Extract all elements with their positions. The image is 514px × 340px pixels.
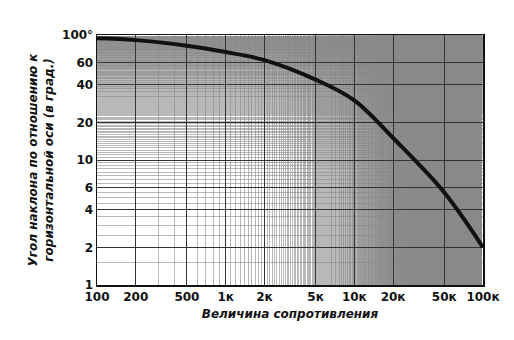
svg-text:50к: 50к — [432, 290, 457, 304]
svg-text:5к: 5к — [307, 290, 324, 304]
svg-text:200: 200 — [123, 290, 148, 304]
svg-text:Величина сопротивления: Величина сопротивления — [202, 307, 379, 321]
svg-text:2к: 2к — [256, 290, 273, 304]
svg-text:60: 60 — [76, 56, 93, 70]
svg-text:20к: 20к — [381, 290, 406, 304]
svg-text:100к: 100к — [466, 290, 499, 304]
svg-text:10к: 10к — [342, 290, 367, 304]
svg-text:40: 40 — [76, 78, 93, 92]
svg-text:10: 10 — [76, 153, 93, 167]
svg-text:1к: 1к — [217, 290, 234, 304]
svg-text:6: 6 — [85, 181, 93, 195]
svg-text:1: 1 — [85, 278, 93, 292]
svg-text:4: 4 — [85, 203, 93, 217]
svg-text:2: 2 — [85, 241, 93, 255]
svg-text:100°: 100° — [62, 28, 93, 42]
svg-text:Угол наклона по отношению кгор: Угол наклона по отношению кгоризонтально… — [26, 53, 56, 267]
svg-text:500: 500 — [174, 290, 199, 304]
svg-text:100: 100 — [84, 290, 109, 304]
svg-text:20: 20 — [76, 116, 93, 130]
